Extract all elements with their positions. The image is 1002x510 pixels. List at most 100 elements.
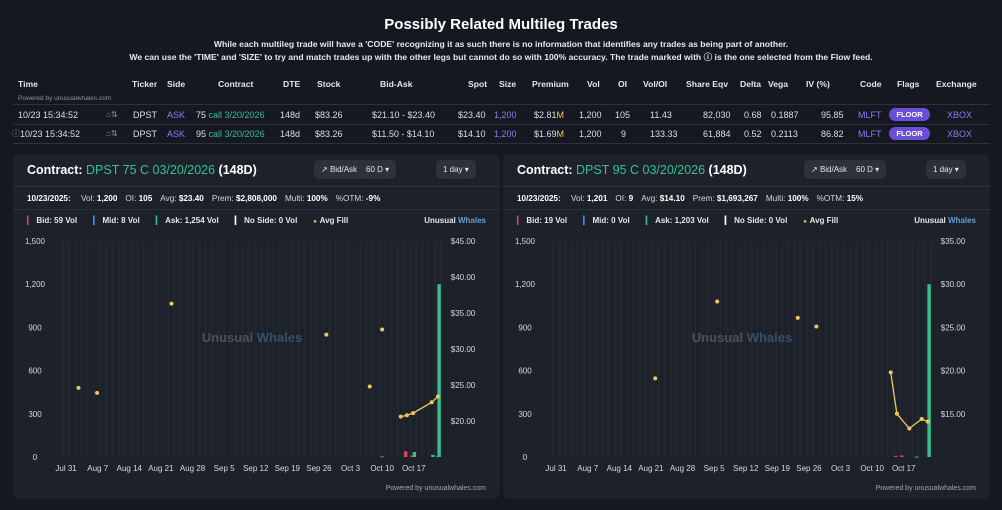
col-header-time[interactable]: Time — [18, 79, 38, 89]
stat-date: 10/23/2025: — [517, 194, 569, 203]
col-header-iv-[interactable]: IV (%) — [806, 79, 830, 89]
page-title: Possibly Related Multileg Trades — [384, 16, 618, 33]
avg-fill-point — [380, 327, 385, 332]
contract-name[interactable]: DPST 75 C 03/20/2026 — [86, 163, 216, 177]
legend-no-side[interactable]: ▎ No Side: 0 Vol — [725, 216, 796, 225]
legend-text: No Side: 0 Vol — [244, 216, 298, 225]
range-dropdown[interactable]: 60 D ▾ — [359, 160, 397, 179]
interval-dropdown[interactable]: 1 day ▾ — [926, 160, 966, 179]
row-delta: 0.52 — [744, 129, 762, 139]
watermark-word: Whales — [747, 330, 793, 345]
row-premium: $1.69M — [534, 129, 564, 139]
flag-badge[interactable]: FLOOR — [889, 108, 930, 121]
stat-label: OI: — [615, 194, 629, 203]
y-tick-label: 600 — [28, 367, 42, 376]
legend-text: Avg Fill — [319, 216, 349, 225]
col-header-vol-oi[interactable]: Vol/OI — [643, 79, 668, 89]
stat-oi: OI: 105 — [125, 194, 152, 203]
col-header-exchange[interactable]: Exchange — [936, 79, 977, 89]
legend-no-side[interactable]: ▎ No Side: 0 Vol — [235, 216, 306, 225]
col-header-bid-ask[interactable]: Bid-Ask — [380, 79, 413, 89]
alert-icon[interactable]: ⌂⇅ — [106, 110, 118, 119]
legend-avg-fill[interactable]: ● Avg Fill — [313, 216, 356, 225]
table-row[interactable]: 10/23 15:34:52 ⌂⇅ DPST ASK 75 call 3/20/2026… — [13, 107, 990, 124]
col-header-ticker[interactable]: Ticker — [132, 79, 158, 89]
interval-label: 1 day — [443, 165, 463, 174]
col-header-spot[interactable]: Spot — [468, 79, 488, 89]
stat-value: 100% — [306, 194, 328, 203]
row-bid-ask: $11.50 - $14.10 — [372, 129, 435, 139]
table-row[interactable]: ⓘ 10/23 15:34:52 ⌂⇅ DPST ASK 95 call 3/20/202… — [12, 126, 990, 143]
legend-marker: ▎ — [517, 216, 526, 225]
row-code: MLFT — [858, 110, 882, 120]
row-contract: 75 call 3/20/2026 — [196, 110, 265, 120]
legend-ask[interactable]: ▎ Ask: 1,254 Vol — [156, 216, 227, 225]
legend-text: Mid: 8 Vol — [102, 216, 140, 225]
legend-mid[interactable]: ▎ Mid: 0 Vol — [583, 216, 638, 225]
legend-bid[interactable]: ▎ Bid: 59 Vol — [27, 216, 85, 225]
stat-value: 1,201 — [586, 194, 608, 203]
row-oi: 9 — [621, 129, 627, 139]
x-tick-label: Aug 7 — [577, 464, 598, 473]
panel-divider — [503, 209, 990, 210]
legend-bid[interactable]: ▎ Bid: 19 Vol — [517, 216, 575, 225]
stat-otm: %OTM: 15% — [817, 194, 863, 203]
chart-panel: Contract: DPST 75 C 03/20/2026 (148D) ↗ B… — [13, 154, 500, 499]
volume-bar-bid — [894, 455, 898, 457]
brand-whales: Whales — [947, 216, 976, 225]
y-tick-label: 300 — [518, 410, 532, 419]
row-ticker: DPST — [133, 129, 158, 139]
row-iv: 86.82 — [821, 129, 844, 139]
chart-type-icon: ↗ — [321, 165, 330, 174]
col-header-share-eqv[interactable]: Share Eqv — [686, 79, 729, 89]
legend-mid[interactable]: ▎ Mid: 8 Vol — [93, 216, 148, 225]
bidask-label: Bid/Ask — [329, 165, 358, 174]
stat-label: Vol: — [570, 194, 587, 203]
volume-bar-ask — [431, 454, 435, 457]
col-header-delta[interactable]: Delta — [740, 79, 762, 89]
x-tick-label: Aug 21 — [638, 464, 664, 473]
avg-fill-point — [429, 400, 434, 405]
col-header-flags[interactable]: Flags — [897, 79, 920, 89]
selected-info-icon: ⓘ — [12, 129, 20, 138]
avg-fill-point — [919, 416, 924, 421]
disclaimer-line-2: We can use the 'TIME' and 'SIZE' to try … — [129, 52, 873, 62]
legend-ask[interactable]: ▎ Ask: 1,203 Vol — [646, 216, 717, 225]
contract-expiry: 3/20/2026 — [224, 110, 265, 120]
y2-tick-label: $40.00 — [451, 273, 476, 282]
range-dropdown[interactable]: 60 D ▾ — [849, 160, 887, 179]
stat-label: OI: — [125, 194, 139, 203]
flag-badge[interactable]: FLOOR — [889, 127, 930, 140]
brand-unusual: Unusual — [424, 216, 458, 225]
col-header-contract[interactable]: Contract — [218, 79, 254, 89]
col-header-vol[interactable]: Vol — [587, 79, 600, 89]
stat-multi: Multi: 100% — [766, 194, 809, 203]
col-header-size[interactable]: Size — [499, 79, 517, 89]
volume-bar-bid — [900, 455, 904, 457]
col-header-code[interactable]: Code — [860, 79, 882, 89]
legend-avg-fill[interactable]: ● Avg Fill — [803, 216, 846, 225]
y-tick-label: 0 — [33, 453, 38, 462]
col-header-dte[interactable]: DTE — [283, 79, 301, 89]
contract-title: Contract: DPST 95 C 03/20/2026 (148D) — [517, 163, 747, 177]
x-tick-label: Jul 31 — [55, 464, 77, 473]
x-tick-label: Sep 5 — [704, 464, 725, 473]
legend-marker: ● — [313, 219, 319, 225]
volume-bar-bid — [404, 451, 408, 457]
col-header-stock[interactable]: Stock — [317, 79, 341, 89]
brand-logo: Unusual Whales — [914, 216, 976, 225]
watermark-word: Unusual — [692, 330, 747, 345]
interval-dropdown[interactable]: 1 day ▾ — [436, 160, 476, 179]
col-header-vega[interactable]: Vega — [768, 79, 789, 89]
contract-name[interactable]: DPST 95 C 03/20/2026 — [576, 163, 706, 177]
col-header-oi[interactable]: OI — [618, 79, 628, 89]
col-header-side[interactable]: Side — [167, 79, 186, 89]
y-tick-label: 1,200 — [25, 280, 46, 289]
volume-bar-ask — [927, 284, 931, 457]
volume-bar-ask — [412, 451, 417, 457]
alert-icon[interactable]: ⌂⇅ — [106, 129, 118, 138]
col-header-premium[interactable]: Premium — [532, 79, 569, 89]
chevron-down-icon: ▾ — [872, 165, 880, 174]
contract-type: call — [208, 129, 225, 139]
contract-stats: 10/23/2025: Vol: 1,201 OI: 9 Avg: $14.10 Pr… — [517, 194, 863, 203]
